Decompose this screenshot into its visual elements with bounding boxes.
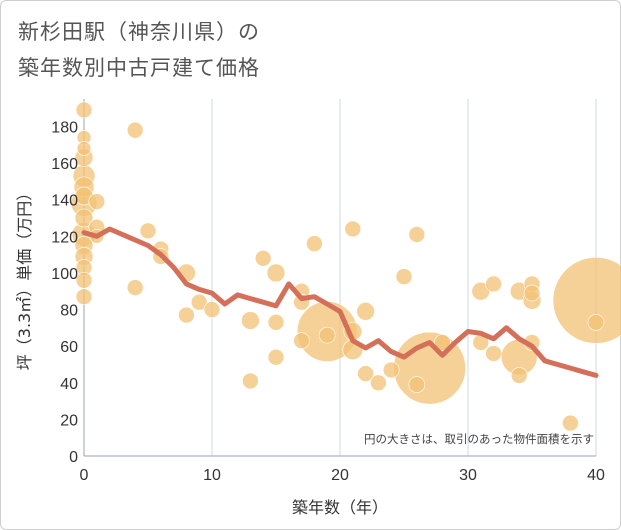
data-point [178, 306, 195, 324]
data-point [88, 193, 106, 210]
data-point [587, 314, 605, 331]
chart-title-line-1: 新杉田駅（神奈川県）の [18, 20, 260, 44]
data-point [267, 314, 285, 331]
data-point [408, 226, 426, 243]
y-axis-label: 坪（3.3㎡）単価（万円） [15, 185, 34, 370]
trend-line [81, 226, 599, 378]
data-point [552, 257, 621, 344]
data-point [370, 374, 387, 392]
data-point [75, 271, 93, 289]
data-point [408, 376, 426, 393]
data-point [267, 348, 285, 366]
y-tick-label: 160 [51, 156, 78, 173]
data-point [357, 365, 374, 382]
y-tick-label: 180 [51, 119, 78, 136]
data-point [203, 301, 221, 318]
y-tick-label: 120 [51, 229, 78, 246]
y-tick-label: 140 [51, 193, 78, 210]
data-point [306, 235, 323, 252]
data-point [126, 121, 144, 139]
data-point [76, 141, 92, 156]
y-tick-label: 100 [51, 266, 78, 283]
x-tick-label: 30 [459, 467, 477, 484]
y-tick-label: 80 [60, 303, 78, 320]
data-point [241, 311, 260, 330]
data-point [242, 372, 259, 390]
x-axis-label: 築年数（年） [292, 498, 388, 517]
data-point [395, 268, 413, 285]
y-tick-label: 40 [60, 376, 78, 393]
bubble-series [70, 101, 621, 432]
data-point [126, 279, 144, 296]
y-tick-label: 20 [60, 412, 78, 429]
x-tick-label: 10 [203, 467, 221, 484]
x-tick-label: 20 [331, 467, 349, 484]
data-point [382, 361, 400, 379]
data-point [75, 288, 93, 306]
data-point [434, 334, 451, 351]
data-point [318, 326, 336, 344]
chart-title: 新杉田駅（神奈川県）の 築年数別中古戸建て価格 [18, 14, 260, 86]
data-point [344, 220, 362, 238]
data-point [75, 101, 93, 119]
data-point [293, 332, 310, 349]
data-point [562, 414, 579, 432]
grid-lines [83, 99, 597, 457]
y-tick-label: 60 [60, 339, 78, 356]
data-point [254, 249, 272, 267]
x-tick-label: 40 [587, 467, 605, 484]
data-point [485, 275, 502, 293]
data-point [139, 222, 157, 240]
y-tick-label: 0 [69, 449, 78, 466]
data-point [190, 293, 208, 311]
tick-labels: 0 10 20 30 40 0 20 40 60 80 100 120 140 160 180 [51, 119, 605, 484]
chart-title-line-2: 築年数別中古戸建て価格 [18, 56, 260, 80]
data-point [523, 284, 541, 302]
data-point [510, 367, 528, 384]
data-point [485, 345, 502, 362]
size-annotation: 円の大きさは、取引のあった物件面積を示す [364, 432, 594, 446]
data-point [74, 208, 94, 228]
data-point [266, 263, 286, 283]
data-point [356, 302, 375, 321]
x-tick-label: 0 [80, 467, 89, 484]
